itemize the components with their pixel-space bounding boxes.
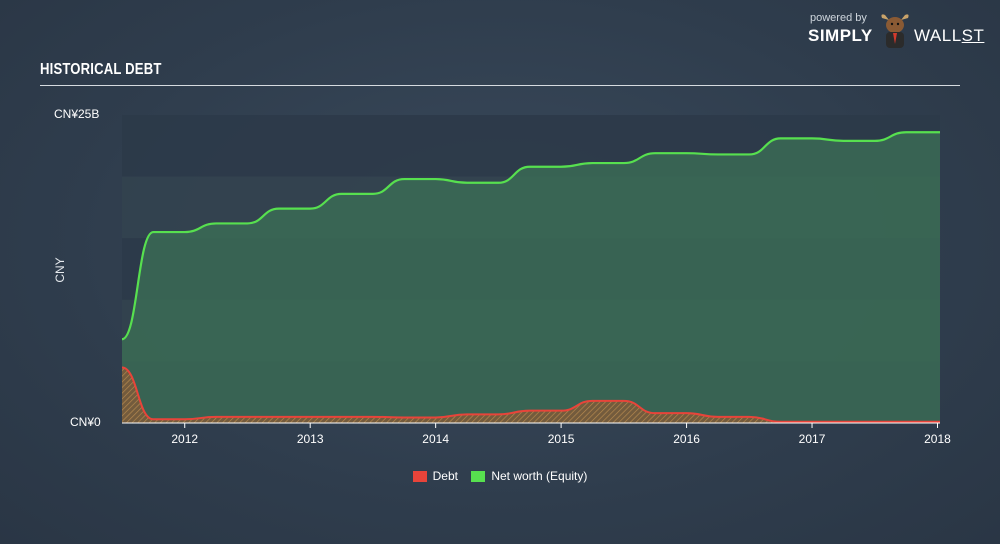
x-tick-label: 2012 xyxy=(171,432,198,446)
x-tick-label: 2014 xyxy=(422,432,449,446)
brand-wall-text: WALL xyxy=(914,26,962,45)
chart-title: HISTORICAL DEBT xyxy=(40,61,162,78)
x-tick-label: 2017 xyxy=(799,432,826,446)
y-tick-label-top: CN¥25B xyxy=(54,107,100,121)
bull-mascot-icon xyxy=(881,14,909,48)
legend-swatch-debt xyxy=(412,470,427,482)
title-divider xyxy=(40,85,960,86)
brand-st-text: ST xyxy=(961,26,985,45)
equity-area xyxy=(122,132,940,424)
equity-line xyxy=(121,131,940,341)
legend-swatch-net-worth xyxy=(471,470,486,482)
x-tick-label: 2015 xyxy=(548,432,575,446)
legend-item-debt[interactable]: Debt xyxy=(412,469,458,483)
x-tick-label: 2016 xyxy=(673,432,700,446)
x-tick-label: 2013 xyxy=(297,432,324,446)
legend-label-debt: Debt xyxy=(432,469,458,483)
debt-line xyxy=(121,366,940,423)
chart-legend: Debt Net worth (Equity) xyxy=(0,469,1000,485)
brand-name-wall: WALLST xyxy=(914,26,984,46)
y-tick-label-bottom: CN¥0 xyxy=(70,415,101,429)
legend-label-net-worth: Net worth (Equity) xyxy=(491,469,588,483)
simply-wall-st-logo: powered by SIMPLY WALLST xyxy=(808,12,988,52)
x-tick-label: 2018 xyxy=(924,432,951,446)
brand-name-simply: SIMPLY xyxy=(808,26,873,45)
legend-item-net-worth[interactable]: Net worth (Equity) xyxy=(471,469,587,483)
debt-area xyxy=(122,367,940,423)
powered-by-label: powered by xyxy=(810,12,867,24)
